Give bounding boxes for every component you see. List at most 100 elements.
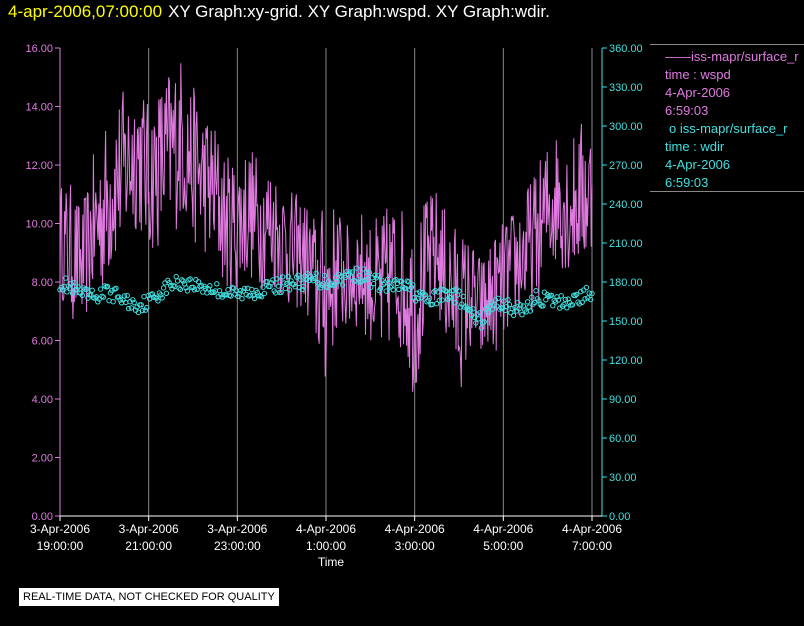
wdir-point: [443, 288, 450, 294]
wdir-point: [163, 290, 170, 296]
legend-wspd-var: time : wspd: [665, 67, 731, 82]
wdir-point: [295, 272, 301, 278]
wdir-point: [298, 277, 304, 283]
wdir-point: [89, 287, 95, 293]
legend-wdir-date: 4-Apr-2006: [665, 157, 731, 172]
wdir-point: [195, 279, 202, 285]
x-tick-label-time: 23:00:00: [214, 539, 261, 553]
wdir-point: [473, 320, 479, 326]
wdir-point: [247, 292, 254, 298]
legend-wdir-entry: o iss-mapr/surface_r: [669, 120, 788, 138]
wdir-point: [236, 291, 242, 297]
wdir-point: [396, 286, 402, 292]
wdir-point: [142, 307, 149, 313]
wdir-point: [548, 292, 555, 298]
wdir-point: [124, 292, 130, 299]
wdir-point: [214, 281, 220, 287]
wdir-point: [62, 275, 69, 281]
x-tick-label-date: 3-Apr-2006: [30, 522, 90, 536]
wdir-point: [380, 281, 387, 288]
x-tick-label-time: 19:00:00: [37, 539, 84, 553]
wdir-point: [349, 269, 356, 275]
axes: 0.00 2.00 4.00 6.00 8.00 10.00 12.00 14.00 16.00…: [25, 43, 642, 553]
wdir-point: [372, 272, 378, 278]
wdir-point: [300, 283, 307, 290]
legend-wspd-line-marker: ——: [665, 49, 691, 64]
wdir-point: [79, 292, 86, 298]
wdir-point: [362, 277, 368, 283]
wdir-point: [424, 299, 430, 305]
wdir-point: [130, 297, 136, 303]
wdir-point: [543, 297, 549, 303]
wdir-point: [288, 278, 294, 284]
wdir-point: [268, 280, 275, 286]
wdir-point: [330, 282, 336, 289]
header-timestamp: 4-apr-2006,07:00:00: [8, 2, 163, 21]
wdir-point: [194, 286, 200, 292]
wdir-point: [251, 295, 258, 302]
x-tick-label-date: 3-Apr-2006: [119, 522, 179, 536]
wdir-point: [97, 286, 104, 292]
wdir-point: [359, 278, 366, 284]
wdir-point: [496, 306, 503, 312]
wdir-point: [418, 295, 424, 301]
wdir-point: [96, 296, 102, 302]
wdir-point: [517, 302, 524, 308]
wdir-point: [230, 285, 237, 291]
wdir-point: [88, 292, 94, 298]
x-tick-label-time: 5:00:00: [483, 539, 523, 553]
left-tick-label: 10.00: [25, 219, 53, 231]
wdir-point: [254, 289, 261, 296]
wdir-point: [242, 285, 248, 292]
left-tick-label: 14.00: [25, 102, 53, 114]
wdir-point: [366, 269, 373, 276]
wdir-point: [463, 303, 469, 309]
wdir-point: [83, 286, 90, 292]
wdir-point: [467, 306, 473, 313]
wdir-point: [478, 325, 485, 331]
wdir-point: [106, 298, 112, 304]
wdir-point: [313, 270, 319, 276]
wdir-point: [340, 282, 346, 288]
wdir-point: [299, 286, 305, 293]
wdir-point: [109, 287, 115, 294]
wdir-point: [176, 285, 182, 291]
wdir-point: [104, 283, 111, 290]
wdir-point: [562, 296, 569, 303]
wdir-point: [307, 273, 314, 279]
wdir-point: [540, 303, 546, 309]
wdir-point: [155, 298, 161, 304]
wdir-point: [117, 297, 123, 303]
legend-wspd-date: 4-Apr-2006: [665, 85, 731, 100]
legend-wdir-time: 6:59:03: [665, 175, 709, 190]
wdir-point: [384, 276, 391, 283]
wdir-point: [524, 299, 531, 305]
wdir-point: [405, 279, 412, 285]
wdir-point: [228, 293, 234, 299]
x-tick-label-time: 7:00:00: [572, 539, 612, 553]
wdir-point: [85, 295, 91, 301]
wdir-point: [285, 273, 291, 280]
wdir-point: [541, 289, 548, 295]
wdir-point: [160, 285, 167, 291]
wdir-point: [530, 301, 536, 307]
wdir-point: [110, 299, 116, 305]
wdir-point: [179, 277, 185, 283]
right-tick-label: 30.00: [609, 472, 637, 484]
wdir-point: [250, 292, 256, 298]
wdir-point: [477, 310, 483, 316]
wdir-point: [260, 284, 266, 290]
wdir-point: [121, 293, 128, 299]
wdir-point: [383, 288, 389, 294]
wdir-point: [191, 287, 198, 293]
right-tick-label: 330.00: [609, 82, 643, 94]
x-axis-label: Time: [318, 555, 345, 569]
right-tick-label: 60.00: [609, 433, 637, 445]
wdir-series: [57, 265, 595, 331]
wdir-point: [533, 288, 539, 294]
wdir-point: [319, 282, 325, 288]
right-tick-label: 90.00: [609, 394, 637, 406]
wdir-point: [354, 265, 360, 271]
legend-wdir-var: time : wdir: [665, 139, 725, 154]
wdir-point: [527, 308, 534, 314]
